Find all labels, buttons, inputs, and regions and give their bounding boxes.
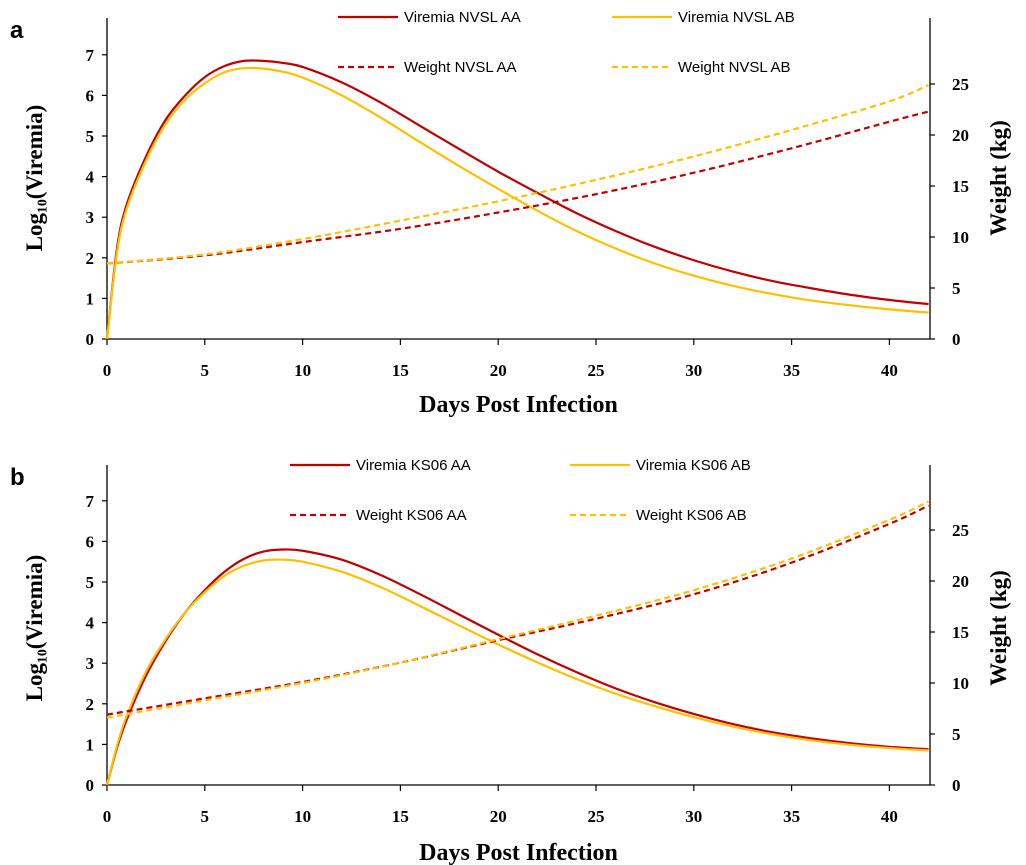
- left-y-tick-label: 5: [86, 127, 95, 146]
- series-line-viremia-ks06-aa: [105, 548, 929, 786]
- x-tick-label: 30: [685, 807, 702, 826]
- chart-panel-a: a 0 5 10 15 20 25 30 35 40 0 1 2 3 4 5 6 7 0 5 10 15 20 25 Days …: [10, 9, 1011, 418]
- x-tick-label: 40: [881, 361, 898, 380]
- right-y-tick-label: 20: [952, 572, 969, 591]
- left-y-axis-title: Log₁₀(Viremia): [22, 555, 47, 702]
- panel-letter: b: [10, 464, 25, 491]
- x-tick-label: 20: [490, 807, 507, 826]
- right-y-tick-label: 5: [952, 725, 961, 744]
- right-y-tick-label: 5: [952, 279, 961, 298]
- right-y-tick-label: 0: [952, 330, 961, 349]
- series-line-weight-nvsl-aa: [106, 110, 929, 265]
- panel-letter: a: [10, 17, 24, 44]
- right-y-axis-title: Weight (kg): [986, 570, 1011, 686]
- right-y-axis-title: Weight (kg): [986, 120, 1011, 236]
- x-tick-label: 15: [392, 361, 409, 380]
- x-tick-label: 30: [685, 361, 702, 380]
- series-line-viremia-nvsl-aa: [105, 59, 929, 340]
- left-y-tick-label: 6: [86, 532, 95, 551]
- legend-label: Viremia KS06 AB: [636, 457, 751, 474]
- x-tick-label: 40: [881, 807, 898, 826]
- left-y-tick-label: 3: [86, 654, 95, 673]
- x-tick-label: 25: [588, 807, 605, 826]
- chart-panel-b: b 0 5 10 15 20 25 30 35 40 0 1 2 3 4 5 6 7 0 5 10 15 20 25 Days …: [10, 457, 1011, 865]
- left-y-tick-label: 6: [86, 86, 95, 105]
- right-y-tick-label: 25: [952, 521, 969, 540]
- legend-label: Weight NVSL AB: [678, 59, 791, 76]
- right-y-tick-label: 20: [952, 126, 969, 145]
- left-y-tick-label: 0: [86, 330, 95, 349]
- legend-label: Viremia KS06 AA: [356, 457, 471, 474]
- right-y-tick-label: 10: [952, 228, 969, 247]
- left-y-tick-label: 2: [86, 695, 95, 714]
- x-tick-label: 35: [783, 807, 800, 826]
- left-y-tick-label: 5: [86, 573, 95, 592]
- series-line-weight-ks06-aa: [106, 504, 929, 716]
- left-y-tick-label: 4: [86, 614, 95, 633]
- series-line-viremia-ks06-ab: [105, 558, 929, 786]
- series-line-viremia-nvsl-ab: [105, 66, 929, 340]
- x-axis-title: Days Post Infection: [419, 392, 618, 418]
- legend-label: Weight NVSL AA: [404, 59, 517, 76]
- right-y-tick-label: 0: [952, 776, 961, 795]
- right-y-tick-label: 10: [952, 674, 969, 693]
- left-y-tick-label: 7: [86, 492, 95, 511]
- x-tick-label: 20: [490, 361, 507, 380]
- legend-label: Viremia NVSL AB: [678, 9, 795, 26]
- x-tick-label: 25: [588, 361, 605, 380]
- x-tick-label: 0: [103, 807, 112, 826]
- left-y-tick-label: 1: [86, 289, 95, 308]
- x-tick-label: 0: [103, 361, 112, 380]
- left-y-tick-label: 0: [86, 776, 95, 795]
- series-line-weight-ks06-ab: [106, 500, 929, 719]
- x-tick-label: 35: [783, 361, 800, 380]
- legend-label: Weight KS06 AB: [636, 507, 747, 524]
- series-line-weight-nvsl-ab: [106, 84, 929, 265]
- left-y-tick-label: 3: [86, 208, 95, 227]
- left-y-tick-label: 7: [86, 46, 95, 65]
- x-tick-label: 15: [392, 807, 409, 826]
- x-tick-label: 10: [294, 361, 311, 380]
- left-y-tick-label: 4: [86, 168, 95, 187]
- left-y-tick-label: 2: [86, 249, 95, 268]
- right-y-tick-label: 15: [952, 623, 969, 642]
- legend-label: Weight KS06 AA: [356, 507, 467, 524]
- x-axis-title: Days Post Infection: [419, 840, 618, 865]
- left-y-axis-title: Log₁₀(Viremia): [22, 105, 47, 252]
- x-tick-label: 10: [294, 807, 311, 826]
- legend-label: Viremia NVSL AA: [404, 9, 521, 26]
- right-y-tick-label: 25: [952, 75, 969, 94]
- x-tick-label: 5: [201, 361, 210, 380]
- x-tick-label: 5: [201, 807, 210, 826]
- right-y-tick-label: 15: [952, 177, 969, 196]
- left-y-tick-label: 1: [86, 735, 95, 754]
